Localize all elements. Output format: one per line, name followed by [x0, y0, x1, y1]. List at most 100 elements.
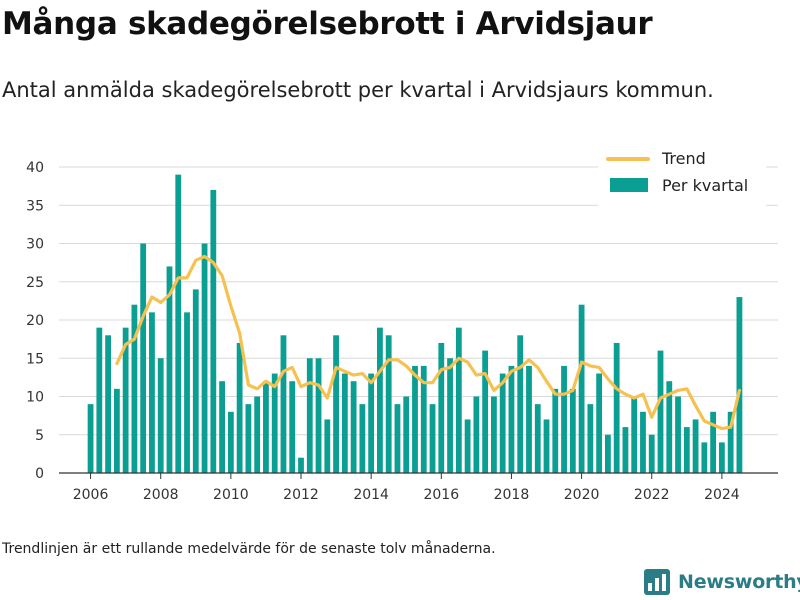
x-tick-label: 2012 [283, 487, 319, 503]
y-tick-label: 15 [26, 351, 44, 367]
bar [631, 396, 638, 473]
x-tick-label: 2006 [73, 487, 109, 503]
trend-line [115, 254, 741, 431]
chart: 0 5 10 15 20 25 30 35 40 2006 2008 2010 2012 2014 2016… [26, 148, 778, 503]
bar [491, 396, 497, 473]
bar [201, 243, 208, 473]
bar [350, 381, 357, 473]
brand-logo[interactable]: Newsworthy [644, 569, 800, 595]
bar [666, 381, 673, 473]
bar [482, 350, 489, 473]
bar [429, 404, 436, 473]
bar-series [87, 174, 743, 473]
legend-trend-label: Trend [661, 149, 706, 168]
bar [710, 411, 717, 473]
bar [438, 342, 445, 473]
bar [333, 335, 339, 473]
bar [140, 243, 147, 473]
bar [210, 189, 217, 473]
footnote: Trendlinjen är ett rullande medelvärde f… [2, 541, 496, 557]
bar [543, 419, 550, 473]
bar [604, 434, 611, 473]
y-tick-label: 5 [35, 428, 44, 444]
bar [420, 365, 427, 473]
bar [578, 304, 585, 473]
bar [113, 388, 120, 473]
y-tick-label: 20 [26, 313, 44, 329]
chart-title: Många skadegörelsebrott i Arvidsjaur [2, 6, 653, 42]
newsworthy-logo-icon [644, 569, 670, 595]
bar [464, 419, 471, 473]
bar [552, 388, 559, 473]
legend-bar-label: Per kvartal [662, 176, 748, 195]
legend: Trend Per kvartal [598, 148, 766, 208]
bar [648, 434, 655, 473]
bar [587, 404, 594, 473]
bar [447, 358, 453, 473]
bar [105, 335, 112, 473]
chart-subtitle: Antal anmälda skadegörelsebrott per kvar… [2, 78, 714, 102]
x-tick-label: 2016 [423, 487, 459, 503]
bar [341, 373, 348, 473]
bar [245, 404, 252, 473]
bar [736, 297, 743, 473]
bar [227, 411, 234, 473]
x-tick-label: 2022 [634, 487, 670, 503]
bar [87, 404, 94, 473]
x-tick-label: 2018 [494, 487, 530, 503]
bar [236, 342, 243, 473]
bar [280, 335, 287, 473]
bar [569, 388, 576, 473]
bar [131, 304, 138, 473]
bar [96, 327, 103, 473]
legend-bar-swatch [610, 178, 648, 192]
bar [219, 381, 225, 473]
trend-series [115, 254, 741, 431]
x-tick-label: 2020 [564, 487, 600, 503]
bar [517, 335, 524, 473]
bar [315, 358, 322, 473]
bar [192, 289, 199, 473]
bar [298, 457, 304, 473]
bar [473, 396, 480, 473]
bar [289, 381, 296, 473]
bar [412, 365, 418, 473]
bar [175, 174, 182, 473]
bar [385, 335, 392, 473]
bar [157, 358, 164, 473]
x-tick-label: 2024 [704, 487, 740, 503]
y-tick-label: 35 [26, 198, 44, 214]
y-tick-label: 10 [26, 390, 44, 406]
bar [149, 312, 155, 473]
y-tick-label: 30 [26, 237, 44, 253]
bar [675, 396, 681, 473]
bar [640, 411, 646, 473]
bar [683, 427, 690, 473]
bar [561, 365, 567, 473]
x-tick-label: 2010 [213, 487, 249, 503]
bar [403, 396, 410, 473]
bar [701, 442, 708, 473]
bar [499, 373, 506, 473]
bar [122, 327, 129, 473]
bar [324, 419, 331, 473]
bar [254, 396, 261, 473]
bar [368, 373, 375, 473]
bar [377, 327, 383, 473]
bar [727, 411, 734, 473]
x-tick-label: 2008 [143, 487, 179, 503]
axes: 0 5 10 15 20 25 30 35 40 2006 2008 2010 2012 2014 2016… [26, 160, 778, 503]
bar [306, 358, 313, 473]
x-tick-label: 2014 [353, 487, 389, 503]
bar [184, 312, 190, 473]
bar [596, 373, 603, 473]
bar [526, 365, 532, 473]
bar [394, 404, 401, 473]
y-tick-label: 0 [35, 466, 44, 482]
y-tick-label: 25 [26, 275, 44, 291]
bar [613, 342, 620, 473]
bar [455, 327, 462, 473]
bar [271, 373, 278, 473]
bar [657, 350, 664, 473]
bar [622, 427, 629, 473]
